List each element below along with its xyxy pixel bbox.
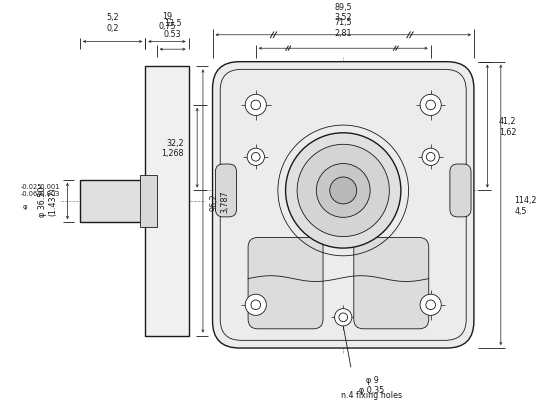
FancyBboxPatch shape xyxy=(215,164,237,217)
Text: φ: φ xyxy=(23,203,28,209)
Text: 19
0,75: 19 0,75 xyxy=(158,11,176,31)
Text: 13.5
0.53: 13.5 0.53 xyxy=(164,19,181,38)
Bar xyxy=(145,67,188,336)
Text: 71,5
2,81: 71,5 2,81 xyxy=(334,18,352,38)
Text: 32,2
1,268: 32,2 1,268 xyxy=(161,139,184,158)
Text: 41,2
1,62: 41,2 1,62 xyxy=(499,117,516,137)
Text: φ 36.50
(1.437): φ 36.50 (1.437) xyxy=(38,187,57,217)
Circle shape xyxy=(422,149,440,166)
Circle shape xyxy=(245,294,266,316)
Circle shape xyxy=(245,95,266,116)
Text: 114,2
4,5: 114,2 4,5 xyxy=(514,196,537,215)
Circle shape xyxy=(297,145,389,237)
Circle shape xyxy=(335,309,352,326)
Circle shape xyxy=(330,178,357,204)
Circle shape xyxy=(420,95,441,116)
Text: n.4 fixing holes: n.4 fixing holes xyxy=(341,390,403,399)
Circle shape xyxy=(286,133,401,249)
FancyBboxPatch shape xyxy=(354,238,429,329)
Bar xyxy=(80,180,145,222)
Text: -0.025
-0.064: -0.025 -0.064 xyxy=(21,184,43,196)
Bar xyxy=(140,175,157,227)
FancyBboxPatch shape xyxy=(248,238,323,329)
Text: 96,2
3,787: 96,2 3,787 xyxy=(210,190,229,213)
Circle shape xyxy=(247,149,265,166)
Text: -0.001
-0.003: -0.001 -0.003 xyxy=(38,184,60,196)
Text: 5,2
0,2: 5,2 0,2 xyxy=(106,13,119,33)
Circle shape xyxy=(420,294,441,316)
FancyBboxPatch shape xyxy=(450,164,471,217)
Text: 89,5
3,52: 89,5 3,52 xyxy=(334,3,352,22)
Text: φ 9
φ 0,35: φ 9 φ 0,35 xyxy=(360,375,384,394)
FancyBboxPatch shape xyxy=(213,63,474,348)
Circle shape xyxy=(316,164,370,218)
